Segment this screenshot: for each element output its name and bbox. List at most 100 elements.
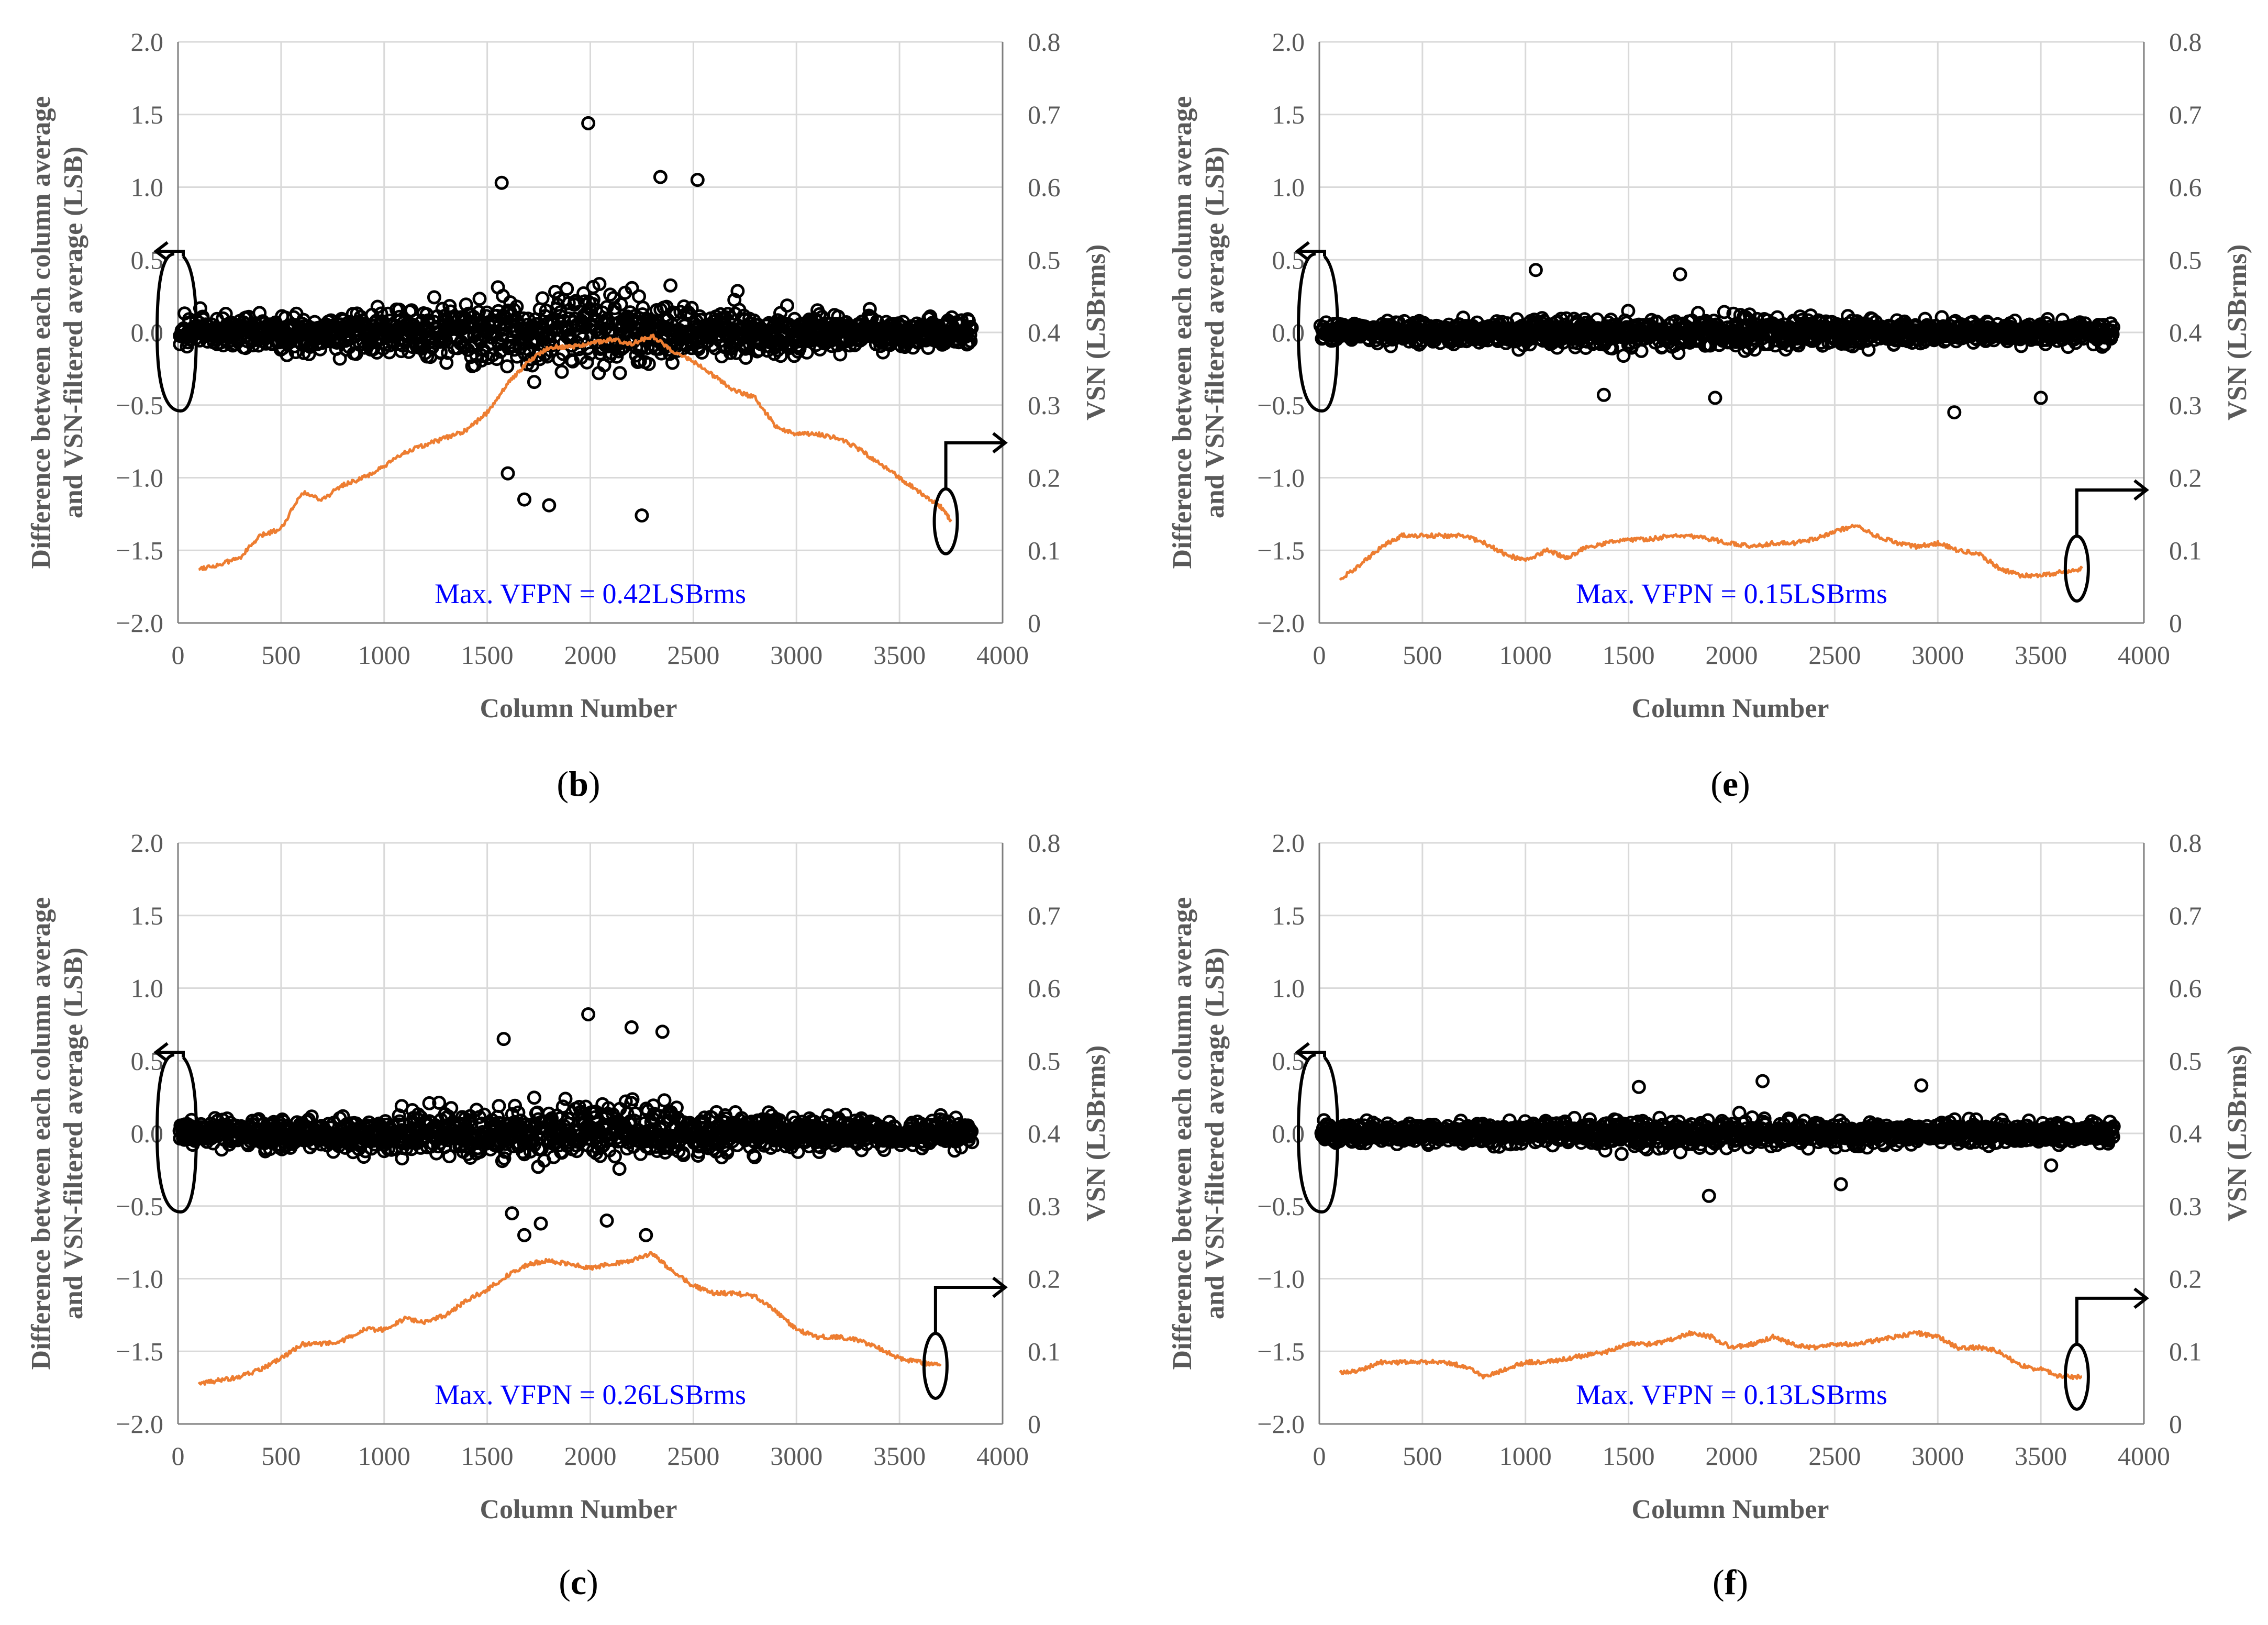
- x-tick-label: 3000: [770, 1441, 822, 1471]
- scatter-point: [510, 349, 524, 364]
- left-y-tick-label: −1.5: [1257, 536, 1305, 565]
- scatter-point: [632, 289, 646, 304]
- scatter-point: [964, 320, 979, 335]
- x-tick-label: 4000: [976, 1441, 1029, 1471]
- right-y-tick-label: 0: [2169, 608, 2182, 638]
- left-axis-indicator-ellipse: [155, 252, 198, 413]
- left-y-tick-label: −1.0: [1257, 1264, 1305, 1294]
- right-y-tick-label: 0.4: [2169, 1119, 2202, 1148]
- x-axis-title: Column Number: [1631, 1495, 1829, 1524]
- scatter-point: [1673, 267, 1687, 282]
- left-axis-indicator-arrow: [157, 1051, 185, 1058]
- right-axis-indicator-arrowhead: [992, 432, 1008, 454]
- scatter-point: [965, 1135, 980, 1150]
- x-tick-label: 1500: [461, 1441, 514, 1471]
- left-y-tick-label: 2.0: [1272, 27, 1305, 57]
- right-y-axis-title: VSN (LSBrms): [1081, 1045, 1111, 1222]
- scatter-point: [565, 354, 580, 369]
- left-axis-indicator-ellipse: [155, 1053, 198, 1214]
- right-y-tick-label: 0.4: [2169, 318, 2202, 347]
- left-y-axis-title-line1: Difference between each column average: [1168, 96, 1197, 569]
- left-y-axis-title-line2: and VSN-filtered average (LSB): [59, 147, 88, 518]
- right-y-tick-label: 0.1: [2169, 536, 2202, 565]
- chart-panel-c: 0 500 1000 1500 2000 2500 3000 3500 40002.01.51.…: [26, 828, 1111, 1602]
- x-tick-label: 2500: [667, 640, 719, 670]
- scatter-point: [280, 348, 294, 362]
- x-tick-label: 2000: [1706, 1441, 1758, 1471]
- panel-label-open: (: [1710, 764, 1722, 804]
- x-tick-label: 3500: [873, 1441, 926, 1471]
- scatter-point: [252, 306, 267, 320]
- left-y-tick-label: 1.0: [1272, 173, 1305, 202]
- scatter-point: [613, 366, 627, 381]
- scatter-point: [422, 1096, 437, 1110]
- left-y-tick-label: −2.0: [1257, 608, 1305, 638]
- scatter-point: [1703, 338, 1717, 353]
- right-y-tick-label: 0.4: [1028, 318, 1061, 347]
- x-tick-label: 1500: [461, 640, 514, 670]
- scatter-point: [527, 1090, 541, 1105]
- panel-label-close: ): [588, 764, 601, 804]
- left-y-tick-label: −2.0: [116, 608, 163, 638]
- left-axis-indicator-arrowhead: [1295, 241, 1310, 262]
- left-y-tick-label: −0.5: [1257, 1192, 1305, 1221]
- vsn-line-series: [197, 1251, 942, 1386]
- right-y-tick-label: 0.6: [1028, 974, 1061, 1003]
- scatter-point: [490, 352, 504, 366]
- x-tick-label: 3000: [1911, 640, 1964, 670]
- scatter-point: [554, 364, 569, 379]
- scatter-point: [517, 1228, 531, 1242]
- scatter-point: [963, 334, 978, 349]
- scatter-point: [1708, 391, 1722, 405]
- left-y-tick-label: −1.0: [116, 463, 163, 493]
- scatter-point: [612, 1162, 627, 1176]
- scatter-point: [690, 173, 705, 187]
- scatter-point: [2106, 320, 2120, 335]
- right-y-tick-label: 0.1: [1028, 1337, 1061, 1366]
- right-axis-indicator-arrowhead: [992, 1276, 1008, 1298]
- scatter-point: [646, 1098, 661, 1113]
- x-tick-label: 4000: [2118, 640, 2170, 670]
- scatter-point: [492, 1099, 506, 1114]
- x-tick-label: 500: [1403, 1441, 1442, 1471]
- x-tick-label: 3000: [770, 640, 822, 670]
- scatter-point: [1614, 1147, 1629, 1161]
- x-tick-label: 1000: [358, 640, 410, 670]
- x-tick-label: 2000: [564, 640, 617, 670]
- scatter-point: [439, 355, 454, 370]
- right-y-tick-label: 0.2: [1028, 1264, 1061, 1294]
- x-tick-label: 1500: [1603, 1441, 1655, 1471]
- x-tick-label: 3500: [2015, 1441, 2067, 1471]
- scatter-point: [555, 1099, 570, 1114]
- left-y-tick-label: 1.5: [1272, 901, 1305, 930]
- scatter-point: [332, 351, 347, 366]
- scatter-point: [655, 1025, 670, 1039]
- x-tick-label: 2500: [1808, 1441, 1861, 1471]
- scatter-point: [432, 1095, 447, 1110]
- scatter-point: [603, 287, 618, 302]
- scatter-point: [485, 348, 500, 362]
- right-axis-indicator-arrow: [2075, 488, 2147, 536]
- right-y-tick-label: 0.1: [2169, 1337, 2202, 1366]
- x-tick-label: 0: [172, 1441, 185, 1471]
- scatter-point: [665, 355, 680, 370]
- scatter-point: [653, 170, 668, 184]
- left-axis-indicator: [153, 1042, 198, 1214]
- scatter-point: [608, 1149, 622, 1164]
- scatter-point: [558, 1092, 573, 1106]
- scatter-point: [635, 508, 649, 523]
- right-y-tick-label: 0.5: [1028, 245, 1061, 274]
- scatter-point: [772, 1113, 787, 1128]
- right-axis-indicator: [2063, 479, 2149, 603]
- x-tick-label: 2500: [1808, 640, 1861, 670]
- scatter-point: [684, 300, 699, 315]
- panel-label-letter: c: [571, 1562, 586, 1602]
- left-y-tick-label: 2.0: [131, 27, 164, 57]
- scatter-point: [472, 292, 487, 306]
- right-y-tick-label: 0.2: [2169, 463, 2202, 493]
- left-axis-indicator-arrowhead: [153, 241, 169, 262]
- right-axis-indicator: [922, 1276, 1008, 1400]
- left-y-tick-label: −0.5: [116, 391, 163, 420]
- left-y-tick-label: 2.0: [1272, 828, 1305, 858]
